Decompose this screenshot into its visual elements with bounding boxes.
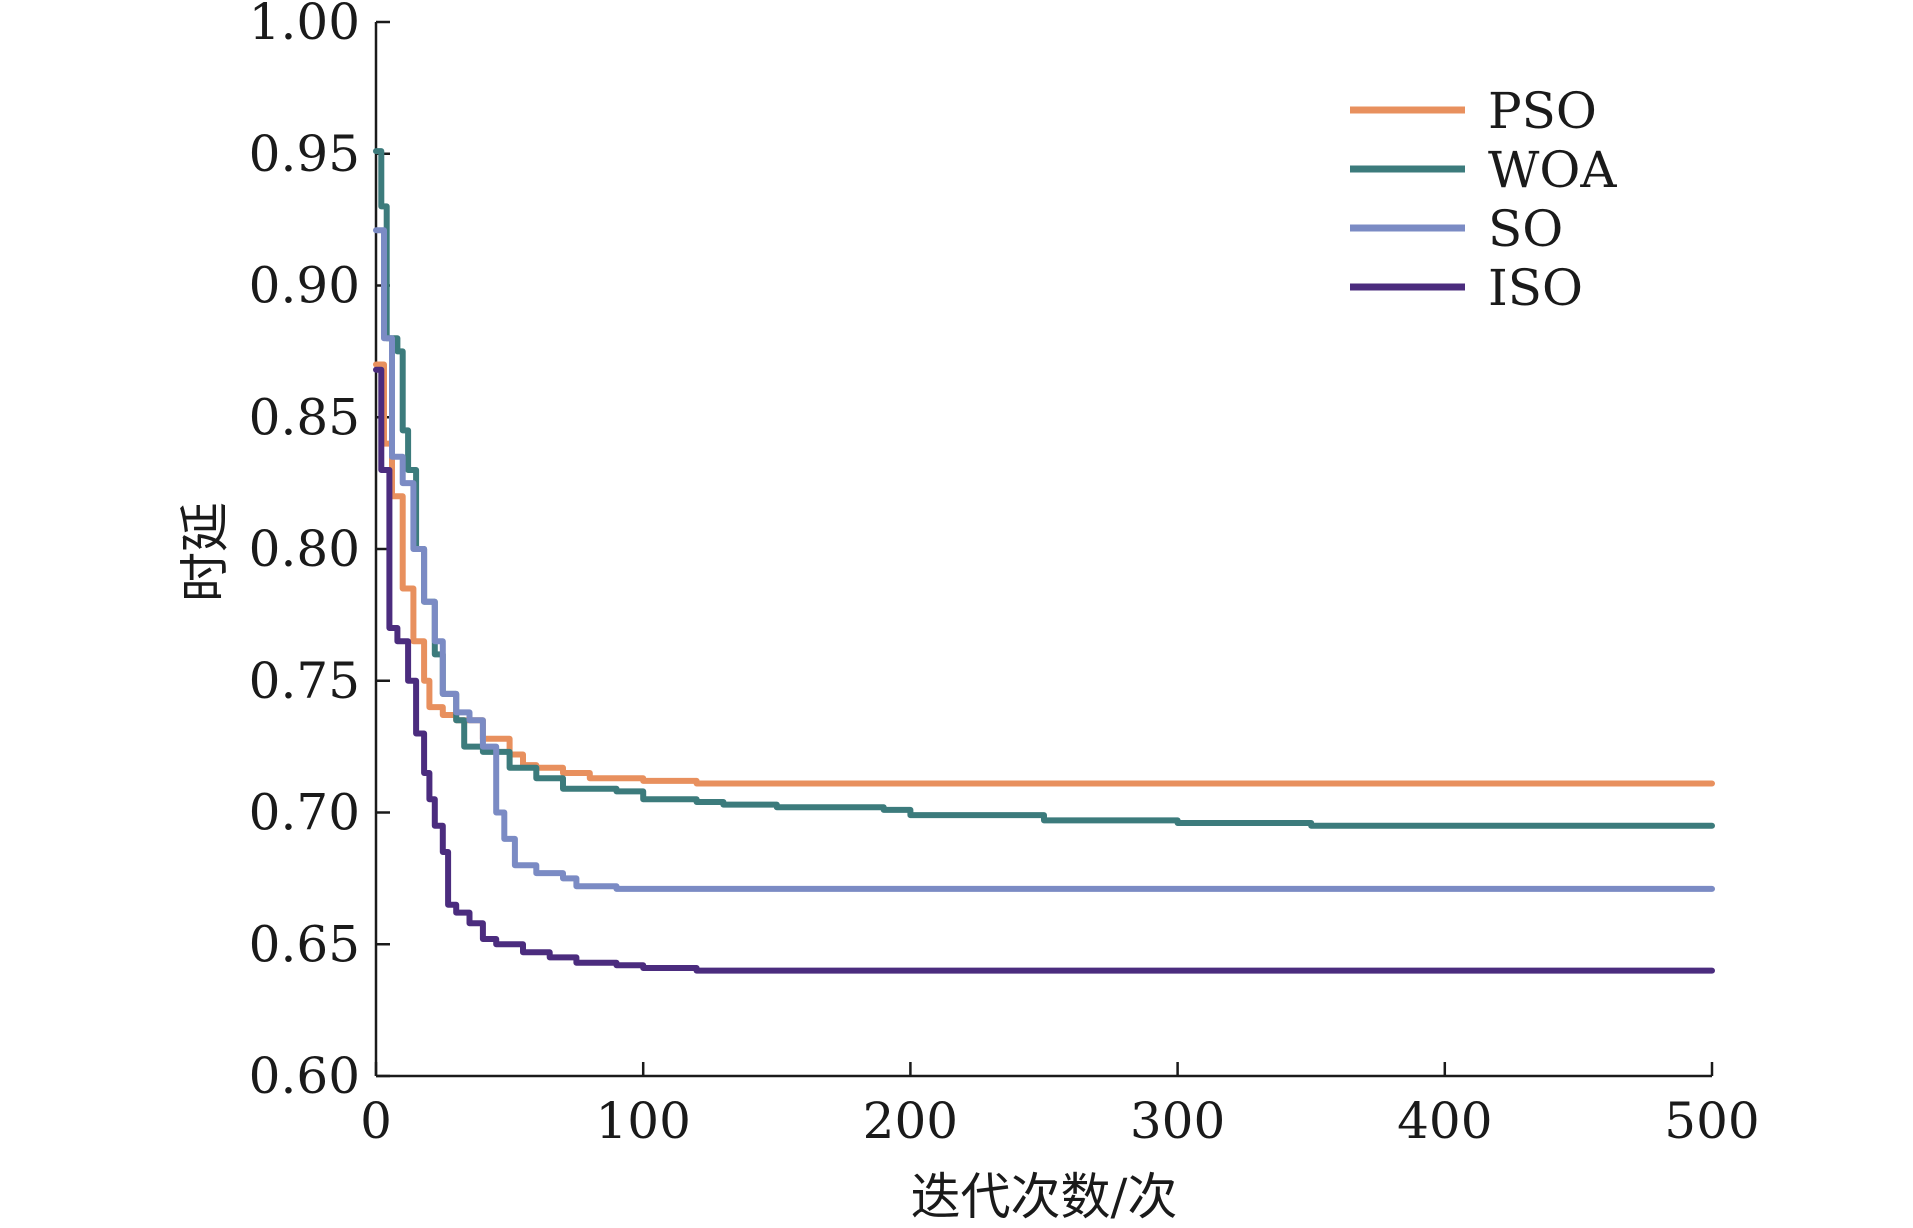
x-tick-label: 500 — [1664, 1092, 1759, 1150]
y-tick-label: 1.00 — [249, 0, 360, 51]
legend-label-pso: PSO — [1488, 82, 1597, 140]
y-tick-label: 0.90 — [249, 257, 360, 315]
x-axis-title: 迭代次数/次 — [911, 1168, 1178, 1226]
y-tick-label: 0.95 — [249, 125, 360, 183]
y-tick-label: 0.80 — [249, 520, 360, 578]
y-axis-title: 时延 — [176, 502, 234, 602]
legend-label-iso: ISO — [1488, 259, 1583, 317]
series-line-so — [373, 227, 1715, 892]
y-tick-label: 0.60 — [249, 1047, 360, 1105]
series-line-pso — [373, 361, 1715, 787]
y-tick-label: 0.70 — [249, 784, 360, 842]
x-tick-label: 300 — [1130, 1092, 1225, 1150]
series-line-woa — [373, 148, 1715, 829]
legend-label-woa: WOA — [1488, 141, 1617, 199]
x-ticks: 0 100 200 300 400 500 — [360, 1062, 1760, 1150]
y-tick-label: 0.75 — [249, 652, 360, 710]
series-lines — [373, 148, 1715, 974]
y-tick-label: 0.65 — [249, 915, 360, 973]
x-tick-label: 200 — [863, 1092, 958, 1150]
y-ticks: 0.60 0.65 0.70 0.75 0.80 0.85 0.90 0.95 1.00 — [249, 0, 390, 1105]
y-tick-label: 0.85 — [249, 388, 360, 446]
x-tick-label: 100 — [595, 1092, 690, 1150]
series-line-iso — [373, 366, 1715, 974]
x-tick-label: 0 — [360, 1092, 392, 1150]
x-tick-label: 400 — [1397, 1092, 1492, 1150]
legend-label-so: SO — [1488, 200, 1563, 258]
